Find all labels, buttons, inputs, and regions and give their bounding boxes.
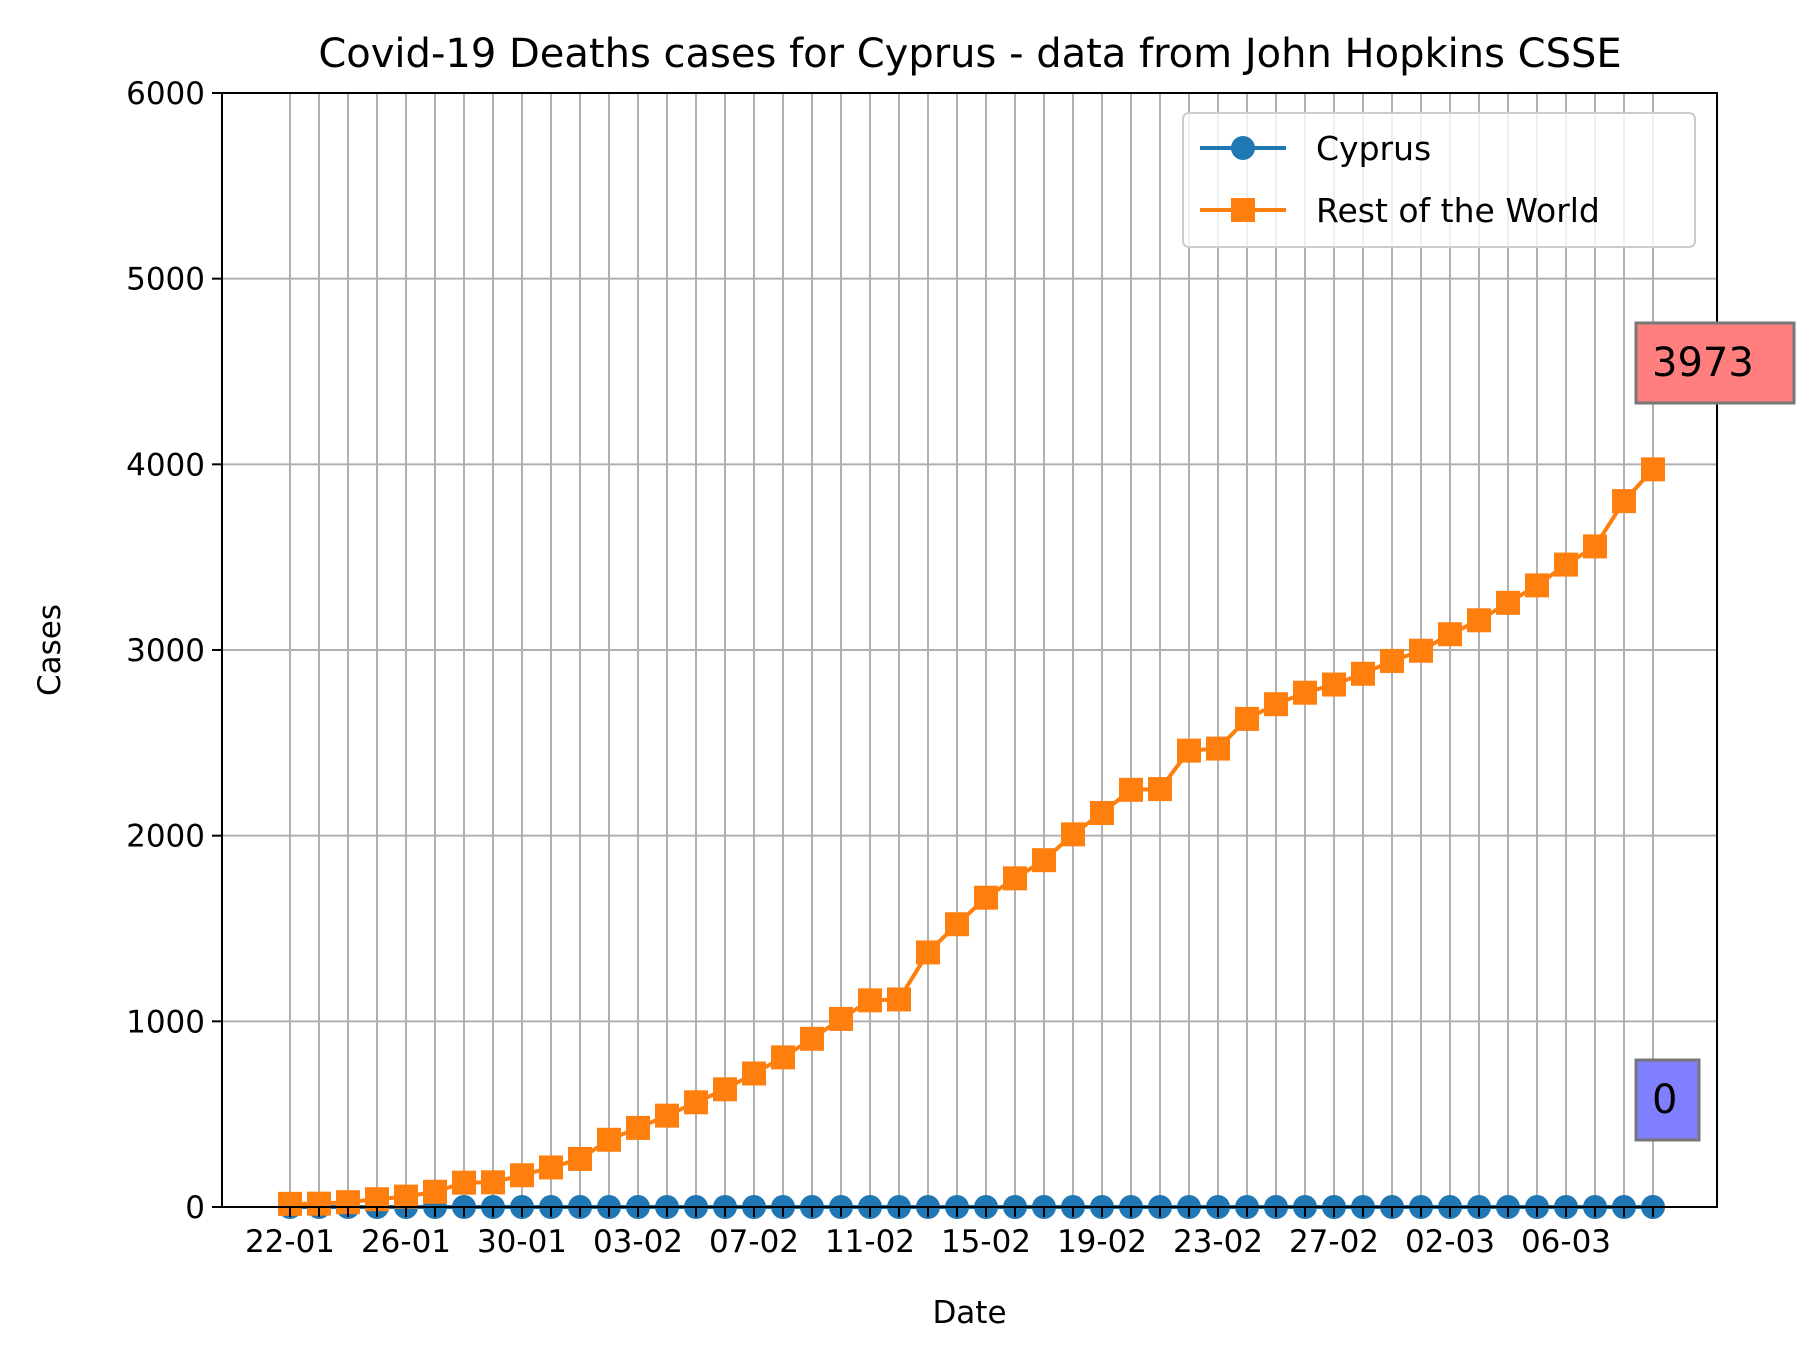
data-point-rest-of-world — [800, 1026, 824, 1051]
annotation-cyprus-last: 0 — [1634, 1058, 1701, 1142]
y-tick-label: 2000 — [126, 819, 205, 855]
data-point-rest-of-world — [394, 1184, 418, 1209]
y-tick-label: 0 — [185, 1190, 205, 1226]
annotation-value-rest-of-world: 3973 — [1652, 340, 1754, 386]
data-point-rest-of-world — [1496, 590, 1520, 615]
series-layer — [278, 457, 1665, 1219]
x-tick-label: 02-03 — [1405, 1224, 1495, 1260]
data-point-rest-of-world — [771, 1045, 795, 1070]
data-point-rest-of-world — [887, 987, 911, 1012]
data-point-rest-of-world — [684, 1090, 708, 1115]
data-point-rest-of-world — [568, 1146, 592, 1171]
annotation-rest-of-world-last: 3973 — [1634, 321, 1796, 405]
legend-label-rest-of-world: Rest of the World — [1316, 191, 1600, 230]
data-point-rest-of-world — [1612, 489, 1636, 514]
x-tick-label: 19-02 — [1057, 1224, 1147, 1260]
data-point-rest-of-world — [945, 912, 969, 937]
data-point-rest-of-world — [510, 1163, 534, 1188]
x-tick-label: 07-02 — [709, 1224, 799, 1260]
data-point-rest-of-world — [1409, 638, 1433, 663]
grid-layer — [222, 92, 1717, 1208]
legend: Cyprus Rest of the World — [1182, 112, 1696, 248]
legend-box — [1182, 112, 1696, 248]
data-point-rest-of-world — [1003, 866, 1027, 891]
x-axis-title: Date — [932, 1295, 1006, 1331]
data-point-rest-of-world — [481, 1170, 505, 1195]
x-tick-label: 26-01 — [361, 1224, 451, 1260]
data-point-rest-of-world — [1467, 608, 1491, 633]
legend-marker-cyprus — [1231, 136, 1255, 160]
data-point-rest-of-world — [858, 988, 882, 1013]
data-point-rest-of-world — [423, 1179, 447, 1204]
x-tick-label: 23-02 — [1173, 1224, 1263, 1260]
data-point-rest-of-world — [974, 885, 998, 910]
y-tick-label: 5000 — [126, 262, 205, 298]
data-point-rest-of-world — [916, 940, 940, 965]
x-tick-label: 11-02 — [825, 1224, 915, 1260]
x-tick-label: 27-02 — [1289, 1224, 1379, 1260]
data-point-rest-of-world — [1148, 777, 1172, 802]
data-point-rest-of-world — [1525, 573, 1549, 598]
data-point-rest-of-world — [626, 1115, 650, 1140]
data-point-rest-of-world — [1641, 457, 1665, 482]
y-tick-label: 4000 — [126, 447, 205, 483]
data-point-rest-of-world — [539, 1155, 563, 1180]
axis-layer: 0 1000 2000 3000 4000 5000 6000 22-01 26-01 30-01… — [126, 76, 1654, 1260]
y-tick-label: 3000 — [126, 633, 205, 669]
x-tick-label: 15-02 — [941, 1224, 1031, 1260]
legend-marker-rest-of-world — [1231, 198, 1255, 222]
data-point-rest-of-world — [829, 1006, 853, 1031]
data-point-rest-of-world — [713, 1077, 737, 1102]
data-point-rest-of-world — [1032, 848, 1056, 873]
data-point-rest-of-world — [1235, 706, 1259, 731]
chart-title: Covid-19 Deaths cases for Cyprus - data … — [318, 31, 1621, 77]
annotation-box-cyprus — [1634, 1058, 1701, 1142]
data-point-rest-of-world — [1438, 622, 1462, 647]
data-point-rest-of-world — [597, 1127, 621, 1152]
x-tick-label: 06-03 — [1521, 1224, 1611, 1260]
y-axis-title: Cases — [32, 604, 68, 696]
data-point-rest-of-world — [1351, 661, 1375, 686]
data-point-rest-of-world — [742, 1061, 766, 1086]
data-point-rest-of-world — [452, 1170, 476, 1195]
data-point-rest-of-world — [655, 1103, 679, 1128]
data-point-rest-of-world — [1293, 680, 1317, 705]
data-point-rest-of-world — [1583, 534, 1607, 559]
data-point-rest-of-world — [1177, 738, 1201, 763]
data-point-rest-of-world — [1322, 672, 1346, 697]
data-point-rest-of-world — [1206, 736, 1230, 761]
data-point-rest-of-world — [1119, 777, 1143, 802]
legend-label-cyprus: Cyprus — [1316, 129, 1431, 168]
data-point-rest-of-world — [1554, 552, 1578, 577]
data-point-rest-of-world — [1061, 822, 1085, 847]
annotation-box-rest-of-world — [1634, 321, 1796, 405]
data-point-rest-of-world — [1090, 801, 1114, 826]
x-tick-label: 03-02 — [593, 1224, 683, 1260]
y-tick-label: 6000 — [126, 76, 205, 112]
data-point-rest-of-world — [1264, 692, 1288, 717]
annotation-value-cyprus: 0 — [1652, 1077, 1677, 1123]
x-tick-label: 22-01 — [245, 1224, 335, 1260]
data-point-rest-of-world — [1380, 648, 1404, 673]
x-tick-label: 30-01 — [477, 1224, 567, 1260]
y-tick-label: 1000 — [126, 1004, 205, 1040]
